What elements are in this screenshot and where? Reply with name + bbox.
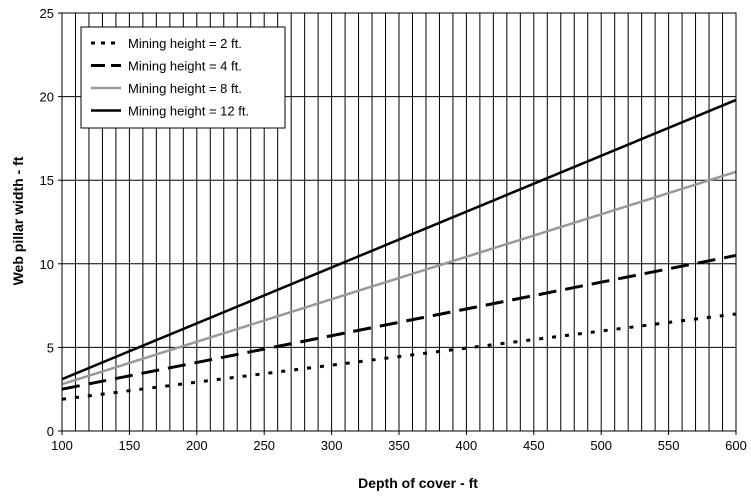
x-tick-label: 200: [186, 438, 208, 453]
x-tick-label: 500: [590, 438, 612, 453]
x-tick-label: 350: [388, 438, 410, 453]
y-tick-label: 20: [40, 90, 54, 105]
series-line-4: [61, 98, 737, 381]
y-axis-label: Web pillar width - ft: [10, 156, 26, 285]
legend-label-4: Mining height = 12 ft.: [128, 104, 249, 119]
x-tick-label: 600: [725, 438, 747, 453]
legend-label-1: Mining height = 2 ft.: [128, 36, 242, 51]
x-tick-label: 300: [321, 438, 343, 453]
series-line-3: [61, 170, 737, 386]
legend: Mining height = 2 ft. Mining height = 4 f…: [80, 26, 286, 129]
y-tick-label: 15: [40, 173, 54, 188]
x-axis-label: Depth of cover - ft: [358, 475, 478, 491]
x-tick-label: 100: [51, 438, 73, 453]
legend-label-2: Mining height = 4 ft.: [128, 59, 242, 74]
y-tick-label: 5: [47, 340, 54, 355]
x-tick-label: 250: [253, 438, 275, 453]
legend-label-3: Mining height = 8 ft.: [128, 81, 242, 96]
series-layer: [61, 98, 737, 401]
y-tick-label: 10: [40, 257, 54, 272]
y-axis-ticks: 0 5 10 15 20 25: [40, 6, 62, 439]
y-tick-label: 25: [40, 6, 54, 21]
y-tick-label: 0: [47, 424, 54, 439]
x-tick-label: 550: [658, 438, 680, 453]
x-tick-label: 150: [119, 438, 141, 453]
x-tick-label: 400: [456, 438, 478, 453]
series-line-2: [61, 253, 737, 391]
grid-major-lines: [62, 96, 736, 348]
x-axis-ticks: 100 150 200 250 300 350 400 450 500 550 600: [51, 431, 747, 453]
series-line-1: [61, 312, 737, 401]
x-tick-label: 450: [523, 438, 545, 453]
